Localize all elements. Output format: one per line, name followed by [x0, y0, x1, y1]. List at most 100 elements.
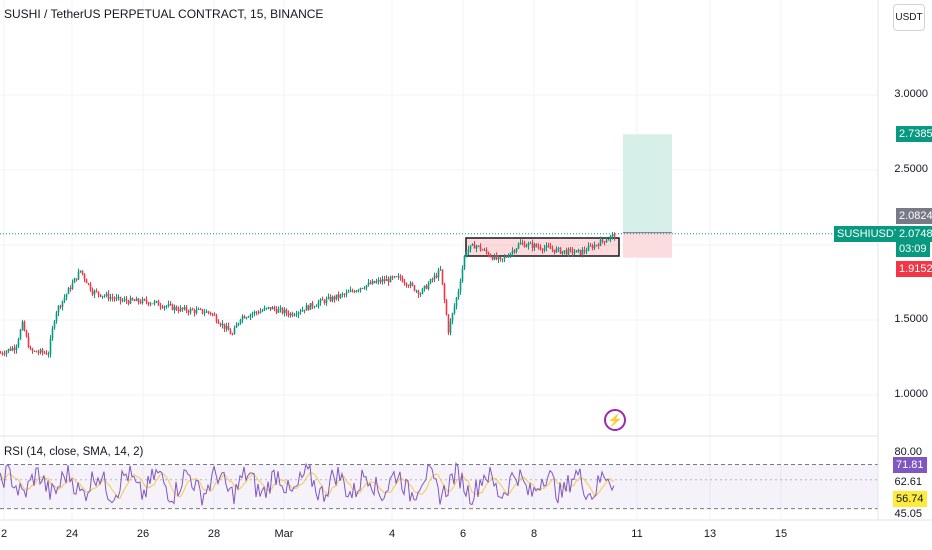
candle-body [157, 301, 160, 306]
time-axis-label: 2 [0, 528, 8, 540]
symbol-tag: SUSHIUSDT.P [834, 226, 913, 242]
candle-body [387, 278, 390, 283]
candle-body [175, 306, 178, 310]
bar-countdown-tag: 03:09 [896, 241, 930, 257]
candle-body [515, 248, 518, 252]
rsi-scale-label: 62.61 [894, 476, 922, 488]
currency-selector-button[interactable]: USDT [893, 4, 925, 31]
candle-body [235, 324, 238, 328]
candle-body [489, 255, 492, 257]
candle-body [359, 287, 362, 290]
candle-body [229, 330, 232, 335]
candle-body [121, 300, 124, 302]
candle-body [77, 271, 80, 280]
candle-body [43, 352, 46, 354]
candle-body [587, 245, 590, 251]
time-axis-label: 8 [530, 528, 538, 540]
candle-body [193, 310, 196, 314]
candle-body [285, 309, 288, 314]
candle-body [549, 246, 552, 249]
candle-body [273, 307, 276, 310]
candle-body [59, 305, 62, 307]
candle-body [167, 304, 170, 307]
candle-body [281, 308, 284, 314]
candle-body [247, 316, 250, 318]
candle-body [501, 258, 504, 260]
candle-body [541, 249, 544, 251]
candle-body [613, 234, 616, 238]
candle-body [367, 282, 370, 286]
candle-body [521, 242, 524, 244]
candle-body [261, 310, 264, 312]
time-axis-label: 28 [207, 528, 221, 540]
candle-body [313, 306, 316, 308]
candle-body [533, 244, 536, 249]
candle-body [105, 293, 108, 296]
candle-body [283, 309, 286, 314]
candle-body [349, 290, 352, 292]
candle-body [435, 275, 438, 278]
candle-body [95, 290, 98, 292]
candle-body [265, 307, 268, 309]
candle-body [397, 276, 400, 278]
candle-body [295, 314, 298, 316]
candle-body [257, 312, 260, 314]
candle-body [535, 244, 538, 247]
time-axis-label: 15 [774, 528, 788, 540]
candle-body [231, 334, 234, 335]
candle-body [557, 247, 560, 249]
candle-body [483, 249, 486, 251]
candle-body [373, 280, 376, 283]
candle-body [239, 319, 242, 324]
candle-body [41, 349, 44, 353]
candle-body [221, 323, 224, 326]
candle-body [563, 250, 566, 252]
candle-body [303, 309, 306, 311]
lightning-icon[interactable]: ⚡ [604, 409, 626, 431]
candle-body [577, 249, 580, 251]
candle-body [89, 283, 92, 291]
candle-body [343, 294, 346, 295]
candle-body [495, 255, 498, 260]
candle-body [1, 353, 4, 354]
candle-body [317, 302, 320, 307]
candle-body [439, 269, 442, 271]
candle-body [569, 248, 572, 250]
candle-body [103, 295, 106, 297]
candle-body [311, 303, 314, 307]
candle-body [309, 303, 312, 310]
candle-body [583, 249, 586, 252]
candle-body [455, 297, 458, 307]
candle-body [401, 278, 404, 282]
candle-body [505, 256, 508, 258]
candle-body [519, 242, 522, 245]
candle-body [195, 309, 198, 314]
candle-body [447, 315, 450, 333]
candle-body [445, 300, 448, 316]
candle-body [551, 248, 554, 250]
candle-body [39, 349, 42, 353]
candle-body [219, 323, 222, 326]
candle-body [315, 306, 318, 307]
candle-body [529, 243, 532, 244]
candle-body [213, 314, 216, 316]
candle-body [477, 245, 480, 247]
candle-body [527, 243, 530, 247]
rsi-sma-value-tag: 56.74 [893, 491, 927, 507]
candle-body [197, 309, 200, 310]
candle-body [63, 297, 66, 301]
candle-body [427, 283, 430, 289]
candle-body [305, 305, 308, 311]
candle-body [7, 348, 10, 352]
candle-body [125, 299, 128, 302]
candle-body [591, 245, 594, 249]
rsi-legend[interactable]: RSI (14, close, SMA, 14, 2) [4, 446, 144, 458]
candle-body [215, 315, 218, 322]
candle-body [289, 313, 292, 316]
candle-body [37, 352, 40, 354]
candle-body [75, 278, 78, 280]
price-axis-label: 1.5000 [894, 313, 928, 325]
candle-body [71, 282, 74, 290]
candle-body [425, 285, 428, 289]
